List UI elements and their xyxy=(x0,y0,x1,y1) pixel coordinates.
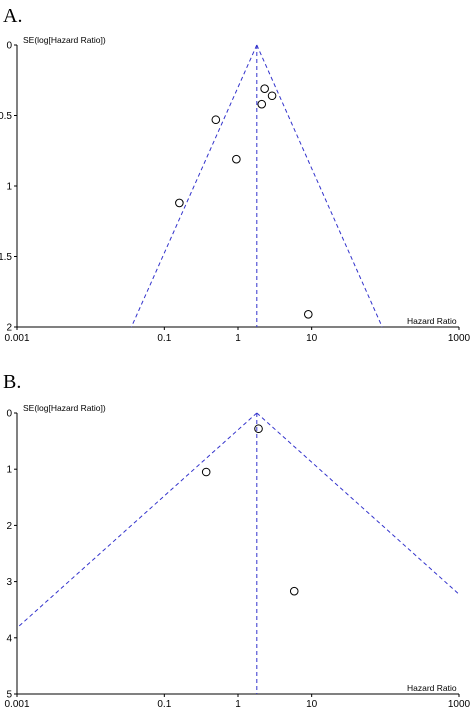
study-point xyxy=(257,99,267,109)
y-axis-title: SE(log[Hazard Ratio]) xyxy=(23,35,106,45)
x-tick-label: 10 xyxy=(306,333,318,344)
x-axis-title: Hazard Ratio xyxy=(407,316,457,326)
study-point xyxy=(254,424,263,434)
panel-a: A. 0 0.5 1 1.5 20.001 0.1 1 10 1000 SE(log[Hazard … xyxy=(0,5,471,344)
x-tick-label: 0.1 xyxy=(157,333,171,344)
study-point xyxy=(201,467,211,477)
panel-b: B. 0 1 2 3 4 50.001 0.1 1 10 1000 SE(log[Hazard Rat… xyxy=(3,371,471,710)
y-tick-label: 5 xyxy=(6,690,12,701)
x-tick-label: 0.1 xyxy=(157,699,171,710)
study-point xyxy=(211,115,221,125)
study-point xyxy=(232,154,241,164)
panel-label: B. xyxy=(3,371,21,393)
x-tick-label: 0.001 xyxy=(4,333,29,344)
y-tick-label: 0 xyxy=(6,41,12,52)
panel-label: A. xyxy=(3,5,22,27)
y-tick-label: 4 xyxy=(6,633,12,644)
y-tick-label: 2 xyxy=(6,323,12,334)
y-tick-label: 0.5 xyxy=(0,111,12,122)
y-tick-label: 3 xyxy=(6,577,12,588)
x-tick-label: 0.001 xyxy=(4,699,29,710)
funnel-right-line xyxy=(256,412,460,595)
x-axis-title: Hazard Ratio xyxy=(407,683,457,693)
x-tick-label: 1000 xyxy=(448,699,471,710)
funnel-left-line xyxy=(130,44,258,328)
funnel-right-line xyxy=(256,44,383,328)
x-tick-label: 1 xyxy=(235,699,241,710)
y-axis-title: SE(log[Hazard Ratio]) xyxy=(23,403,106,413)
y-tick-label: 1.5 xyxy=(0,252,12,263)
study-point xyxy=(303,310,313,319)
funnel-left-line xyxy=(16,412,258,629)
x-tick-label: 10 xyxy=(306,699,318,710)
x-tick-label: 1000 xyxy=(448,333,471,344)
y-tick-label: 0 xyxy=(6,409,12,420)
y-tick-label: 1 xyxy=(6,465,12,476)
x-tick-label: 1 xyxy=(235,333,241,344)
study-point xyxy=(267,91,277,101)
study-point xyxy=(289,586,299,596)
y-tick-label: 1 xyxy=(6,182,12,193)
y-tick-label: 2 xyxy=(6,521,12,532)
study-point xyxy=(260,84,269,94)
study-point xyxy=(175,198,184,208)
